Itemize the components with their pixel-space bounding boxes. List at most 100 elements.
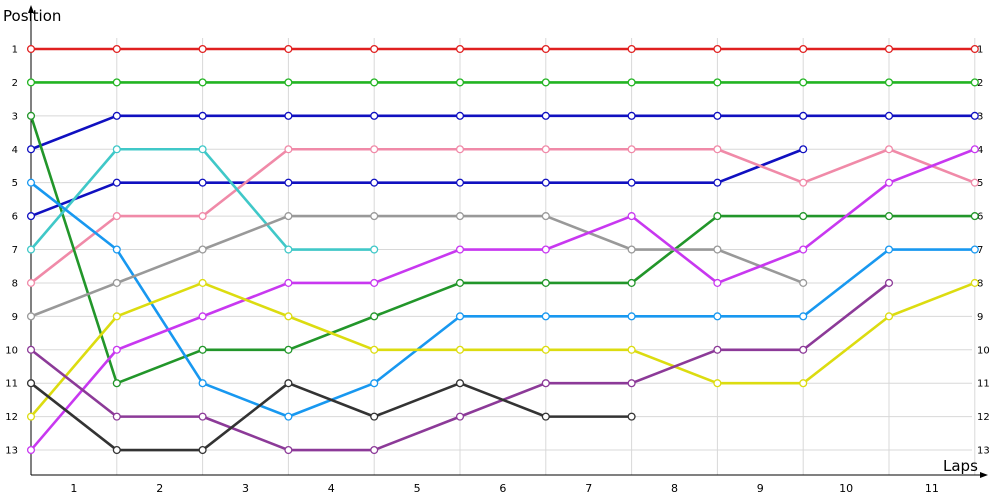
data-point [713, 245, 722, 254]
y-axis-arrow [28, 5, 34, 13]
y-tick-label-left: 5 [12, 178, 18, 189]
x-axis-arrow [980, 472, 988, 478]
series-8 [26, 178, 979, 421]
data-point [455, 44, 465, 54]
data-point [627, 178, 636, 187]
data-point [799, 78, 808, 87]
data-point [455, 312, 465, 321]
data-point [284, 278, 293, 287]
y-tick-label-left: 11 [5, 379, 18, 390]
data-point [799, 312, 808, 321]
series-12 [26, 278, 894, 455]
y-axis-title: Position [3, 7, 61, 25]
data-point [26, 278, 36, 287]
data-point [26, 44, 36, 54]
data-point [112, 312, 121, 321]
data-point [799, 345, 808, 354]
data-point [455, 245, 465, 254]
data-point [541, 145, 550, 154]
data-point [541, 312, 550, 321]
data-point [627, 412, 636, 421]
data-point [713, 44, 722, 54]
series-1 [26, 44, 979, 54]
data-point [713, 178, 722, 187]
axes: Position Laps [3, 5, 988, 478]
data-point [799, 145, 808, 154]
data-point [26, 178, 36, 187]
data-point [455, 412, 465, 421]
series-5 [26, 145, 979, 287]
data-point [884, 278, 894, 287]
data-point [370, 345, 379, 354]
data-point [627, 345, 636, 354]
data-point [284, 44, 293, 54]
grid [31, 38, 976, 475]
data-point [970, 78, 979, 87]
series-line [29, 147, 805, 218]
data-point [455, 145, 465, 154]
data-point [541, 178, 550, 187]
data-point [26, 145, 36, 154]
y-tick-label-right: 4 [977, 145, 983, 156]
data-point [198, 178, 207, 187]
y-tick-label-left: 1 [12, 45, 18, 56]
data-point [541, 245, 550, 254]
data-point [713, 345, 722, 354]
data-point [26, 412, 36, 421]
series-group [26, 44, 979, 455]
data-point [26, 245, 36, 254]
data-point [970, 111, 979, 120]
data-point [799, 212, 808, 221]
x-tick-label: 7 [585, 482, 592, 495]
series-line [29, 114, 977, 385]
data-point [370, 44, 379, 54]
data-point [455, 212, 465, 221]
data-point [627, 145, 636, 154]
x-tick-label: 2 [156, 482, 163, 495]
data-point [884, 312, 894, 321]
data-point [284, 312, 293, 321]
data-point [198, 412, 207, 421]
data-point [26, 212, 36, 221]
data-point [541, 44, 550, 54]
y-tick-label-right: 2 [977, 78, 983, 89]
data-point [799, 245, 808, 254]
data-point [198, 44, 207, 54]
data-point [713, 111, 722, 120]
data-point [284, 445, 293, 455]
data-point [455, 111, 465, 120]
data-point [884, 178, 894, 187]
data-point [284, 111, 293, 120]
data-point [970, 44, 979, 54]
y-tick-label-right: 5 [977, 178, 983, 189]
data-point [970, 278, 979, 287]
data-point [799, 178, 808, 187]
data-point [112, 245, 121, 254]
data-point [370, 145, 379, 154]
series-2 [26, 78, 979, 87]
series-3 [26, 111, 979, 154]
series-4 [26, 145, 808, 221]
data-point [370, 278, 379, 287]
series-13 [26, 379, 636, 455]
data-point [884, 44, 894, 54]
y-tick-label-left: 10 [5, 345, 18, 356]
data-point [370, 212, 379, 221]
y-tick-label-left: 7 [12, 245, 18, 256]
data-point [541, 379, 550, 388]
data-point [713, 312, 722, 321]
data-point [284, 379, 293, 388]
data-point [284, 212, 293, 221]
series-11 [26, 278, 979, 421]
y-tick-label-left: 9 [12, 312, 18, 323]
x-tick-label: 1 [70, 482, 77, 495]
data-point [970, 145, 979, 154]
data-point [627, 312, 636, 321]
data-point [713, 278, 722, 287]
data-point [627, 278, 636, 287]
data-point [627, 212, 636, 221]
data-point [884, 111, 894, 120]
y-tick-label-right: 9 [977, 312, 983, 323]
series-line [29, 381, 633, 452]
data-point [198, 111, 207, 120]
